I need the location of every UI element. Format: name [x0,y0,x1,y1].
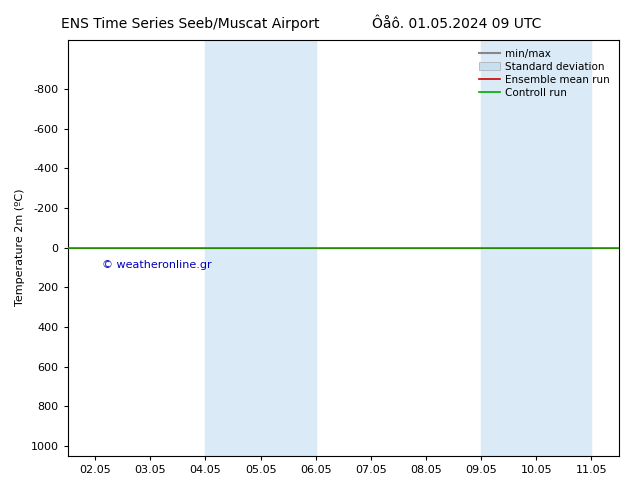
Text: ENS Time Series Seeb/Muscat Airport: ENS Time Series Seeb/Muscat Airport [61,17,320,31]
Legend: min/max, Standard deviation, Ensemble mean run, Controll run: min/max, Standard deviation, Ensemble me… [475,45,614,102]
Bar [481,40,592,456]
Text: © weatheronline.gr: © weatheronline.gr [102,260,211,270]
Bar [205,40,316,456]
Y-axis label: Temperature 2m (ºC): Temperature 2m (ºC) [15,189,25,306]
Text: Ôåô. 01.05.2024 09 UTC: Ôåô. 01.05.2024 09 UTC [372,17,541,31]
